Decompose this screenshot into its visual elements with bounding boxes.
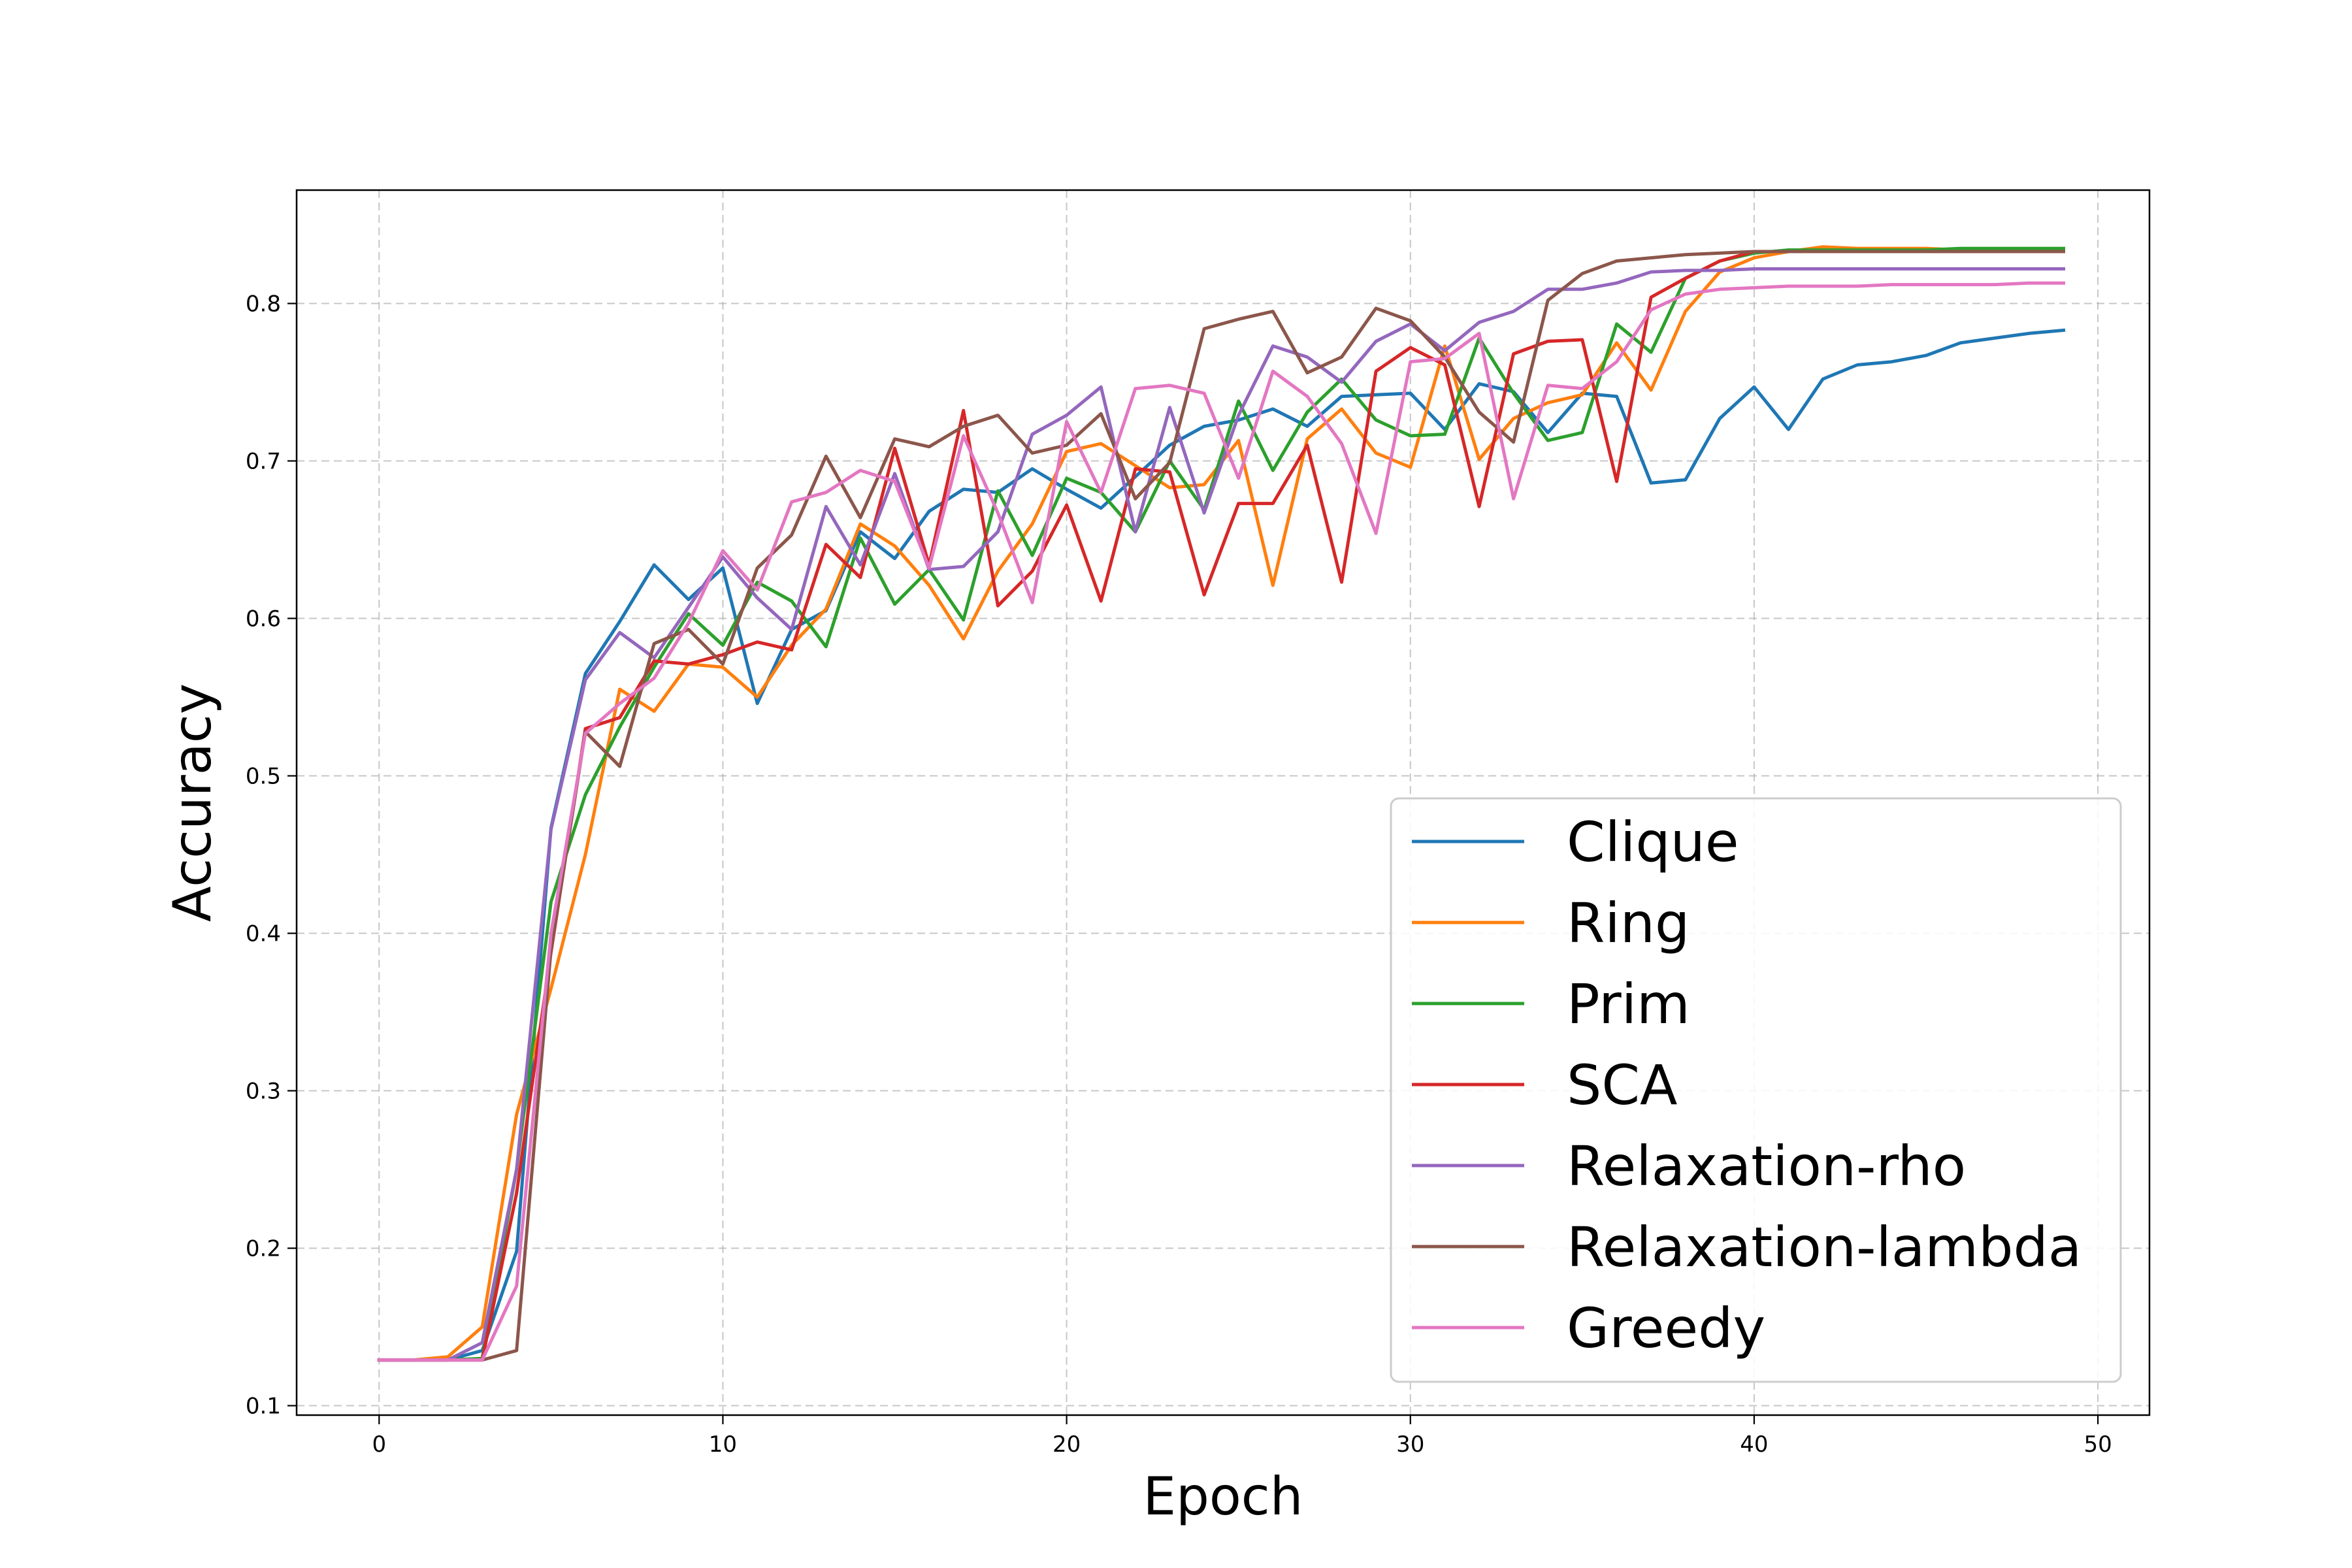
legend-label: Relaxation-lambda	[1567, 1215, 2082, 1279]
y-tick-label: 0.4	[246, 921, 281, 947]
legend-label: Greedy	[1567, 1296, 1765, 1360]
x-tick-label: 0	[372, 1431, 386, 1458]
legend-label: Prim	[1567, 972, 1690, 1036]
series-line-clique	[377, 328, 2066, 1362]
legend-label: SCA	[1567, 1053, 1677, 1117]
legend-label: Clique	[1567, 810, 1739, 874]
x-tick-label: 40	[1740, 1431, 1768, 1458]
series-line-relaxation-lambda	[377, 250, 2065, 1362]
series-line-relaxation-rho	[377, 267, 2065, 1362]
y-tick-label: 0.5	[246, 764, 281, 790]
legend-label: Relaxation-rho	[1567, 1134, 1966, 1198]
legend-box	[1390, 797, 2122, 1383]
x-tick-label: 50	[2083, 1431, 2112, 1458]
y-tick-label: 0.2	[246, 1236, 281, 1262]
legend: Clique Ring Prim SCA Relaxation-rho Relaxatio…	[1390, 797, 2122, 1383]
axis-ticks: 0 10 20 30 40 50 0.1 0.2 0.3 0.4 0.5 0.6 0.7 0.8	[246, 291, 2112, 1458]
y-tick-label: 0.7	[246, 449, 281, 475]
y-tick-label: 0.8	[246, 291, 281, 318]
series-line-greedy	[377, 281, 2065, 1362]
y-tick-label: 0.3	[246, 1079, 281, 1105]
x-axis-label: Epoch	[1143, 1466, 1303, 1527]
x-tick-label: 10	[709, 1431, 737, 1458]
legend-label: Ring	[1567, 891, 1690, 955]
x-tick-label: 20	[1053, 1431, 1081, 1458]
y-tick-label: 0.6	[246, 606, 281, 632]
plot-area-frame	[295, 189, 2151, 1416]
y-axis-label: Accuracy	[162, 683, 223, 922]
series-lines	[377, 245, 2066, 1362]
y-tick-label: 0.1	[246, 1394, 281, 1420]
x-tick-label: 30	[1396, 1431, 1424, 1458]
